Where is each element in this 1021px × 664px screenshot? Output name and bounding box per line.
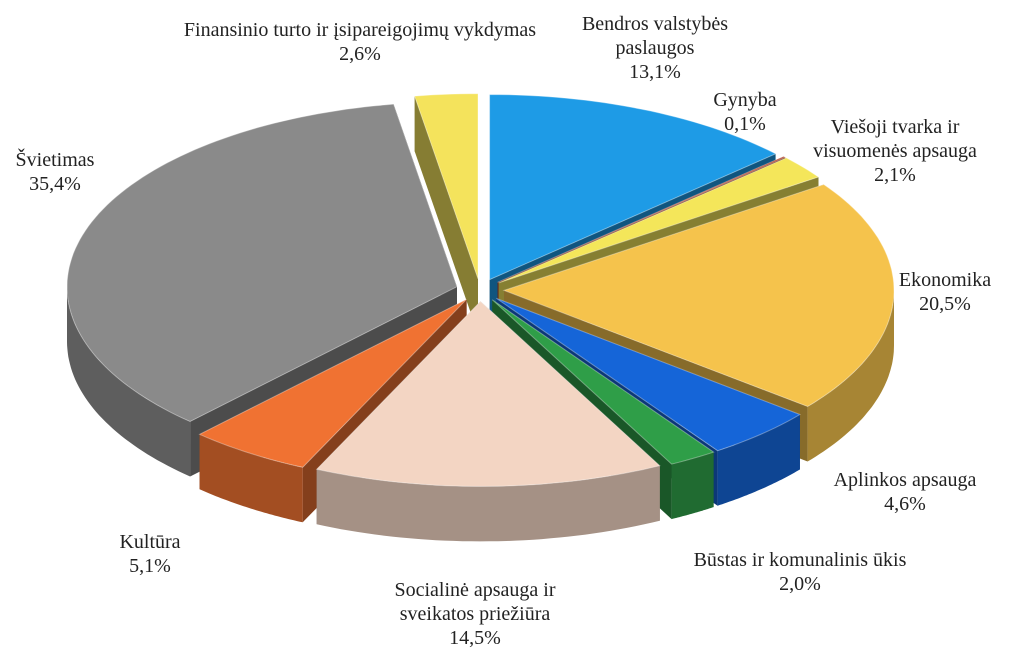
slice-label: Socialinė apsauga ir sveikatos priežiūra… [355,578,595,650]
value-label: 5,1% [129,555,171,577]
value-label: 2,0% [779,573,821,595]
slice-wall [717,414,800,506]
slice-label: Gynyba 0,1% [685,88,805,136]
value-label: 4,6% [884,493,926,515]
category-label: Finansinio turto ir įsipareigojimų vykdy… [183,19,537,41]
value-label: 2,6% [339,43,381,65]
slice-wall [671,452,714,520]
category-label: Viešoji tvarka ir visuomenės apsauga [813,116,977,162]
slice-wall [67,286,191,477]
slice-top [496,297,802,452]
category-label: Švietimas [15,149,95,171]
slice-top [498,157,820,284]
value-label: 20,5% [919,293,971,315]
value-label: 0,1% [724,113,766,135]
category-label: Ekonomika [898,269,992,291]
category-label: Bendros valstybės paslaugos [581,13,729,59]
slice-label: Bendros valstybės paslaugos 13,1% [555,12,755,84]
slice-top [497,155,787,283]
slice-side [414,96,478,334]
slice-top [198,298,467,468]
category-label: Gynyba [713,89,777,111]
slice-label: Finansinio turto ir įsipareigojimų vykdy… [175,18,545,66]
slice-top [489,94,777,281]
slice-label: Būstas ir komunalinis ūkis 2,0% [690,548,910,596]
slice-label: Aplinkos apsauga 4,6% [805,468,1005,516]
slice-label: Viešoji tvarka ir visuomenės apsauga 2,1% [790,115,1000,187]
value-label: 2,1% [874,164,916,186]
category-label: Aplinkos apsauga [833,469,977,491]
slice-top [413,93,479,279]
value-label: 13,1% [629,61,681,83]
slice-wall [199,434,303,523]
slice-top [502,183,895,408]
category-label: Būstas ir komunalinis ūkis [693,549,907,571]
slice-top [491,299,715,465]
value-label: 14,5% [449,627,501,649]
category-label: Socialinė apsauga ir sveikatos priežiūra [394,579,556,625]
slice-label: Ekonomika 20,5% [845,268,1021,316]
slice-top [315,300,661,487]
value-label: 35,4% [29,173,81,195]
category-label: Kultūra [119,531,181,553]
slice-label: Kultūra 5,1% [75,530,225,578]
slice-label: Švietimas 35,4% [0,148,130,196]
slice-top [66,103,458,423]
slice [315,300,661,542]
slice-wall [807,290,894,462]
slice [413,93,479,334]
slice-wall [316,465,660,542]
